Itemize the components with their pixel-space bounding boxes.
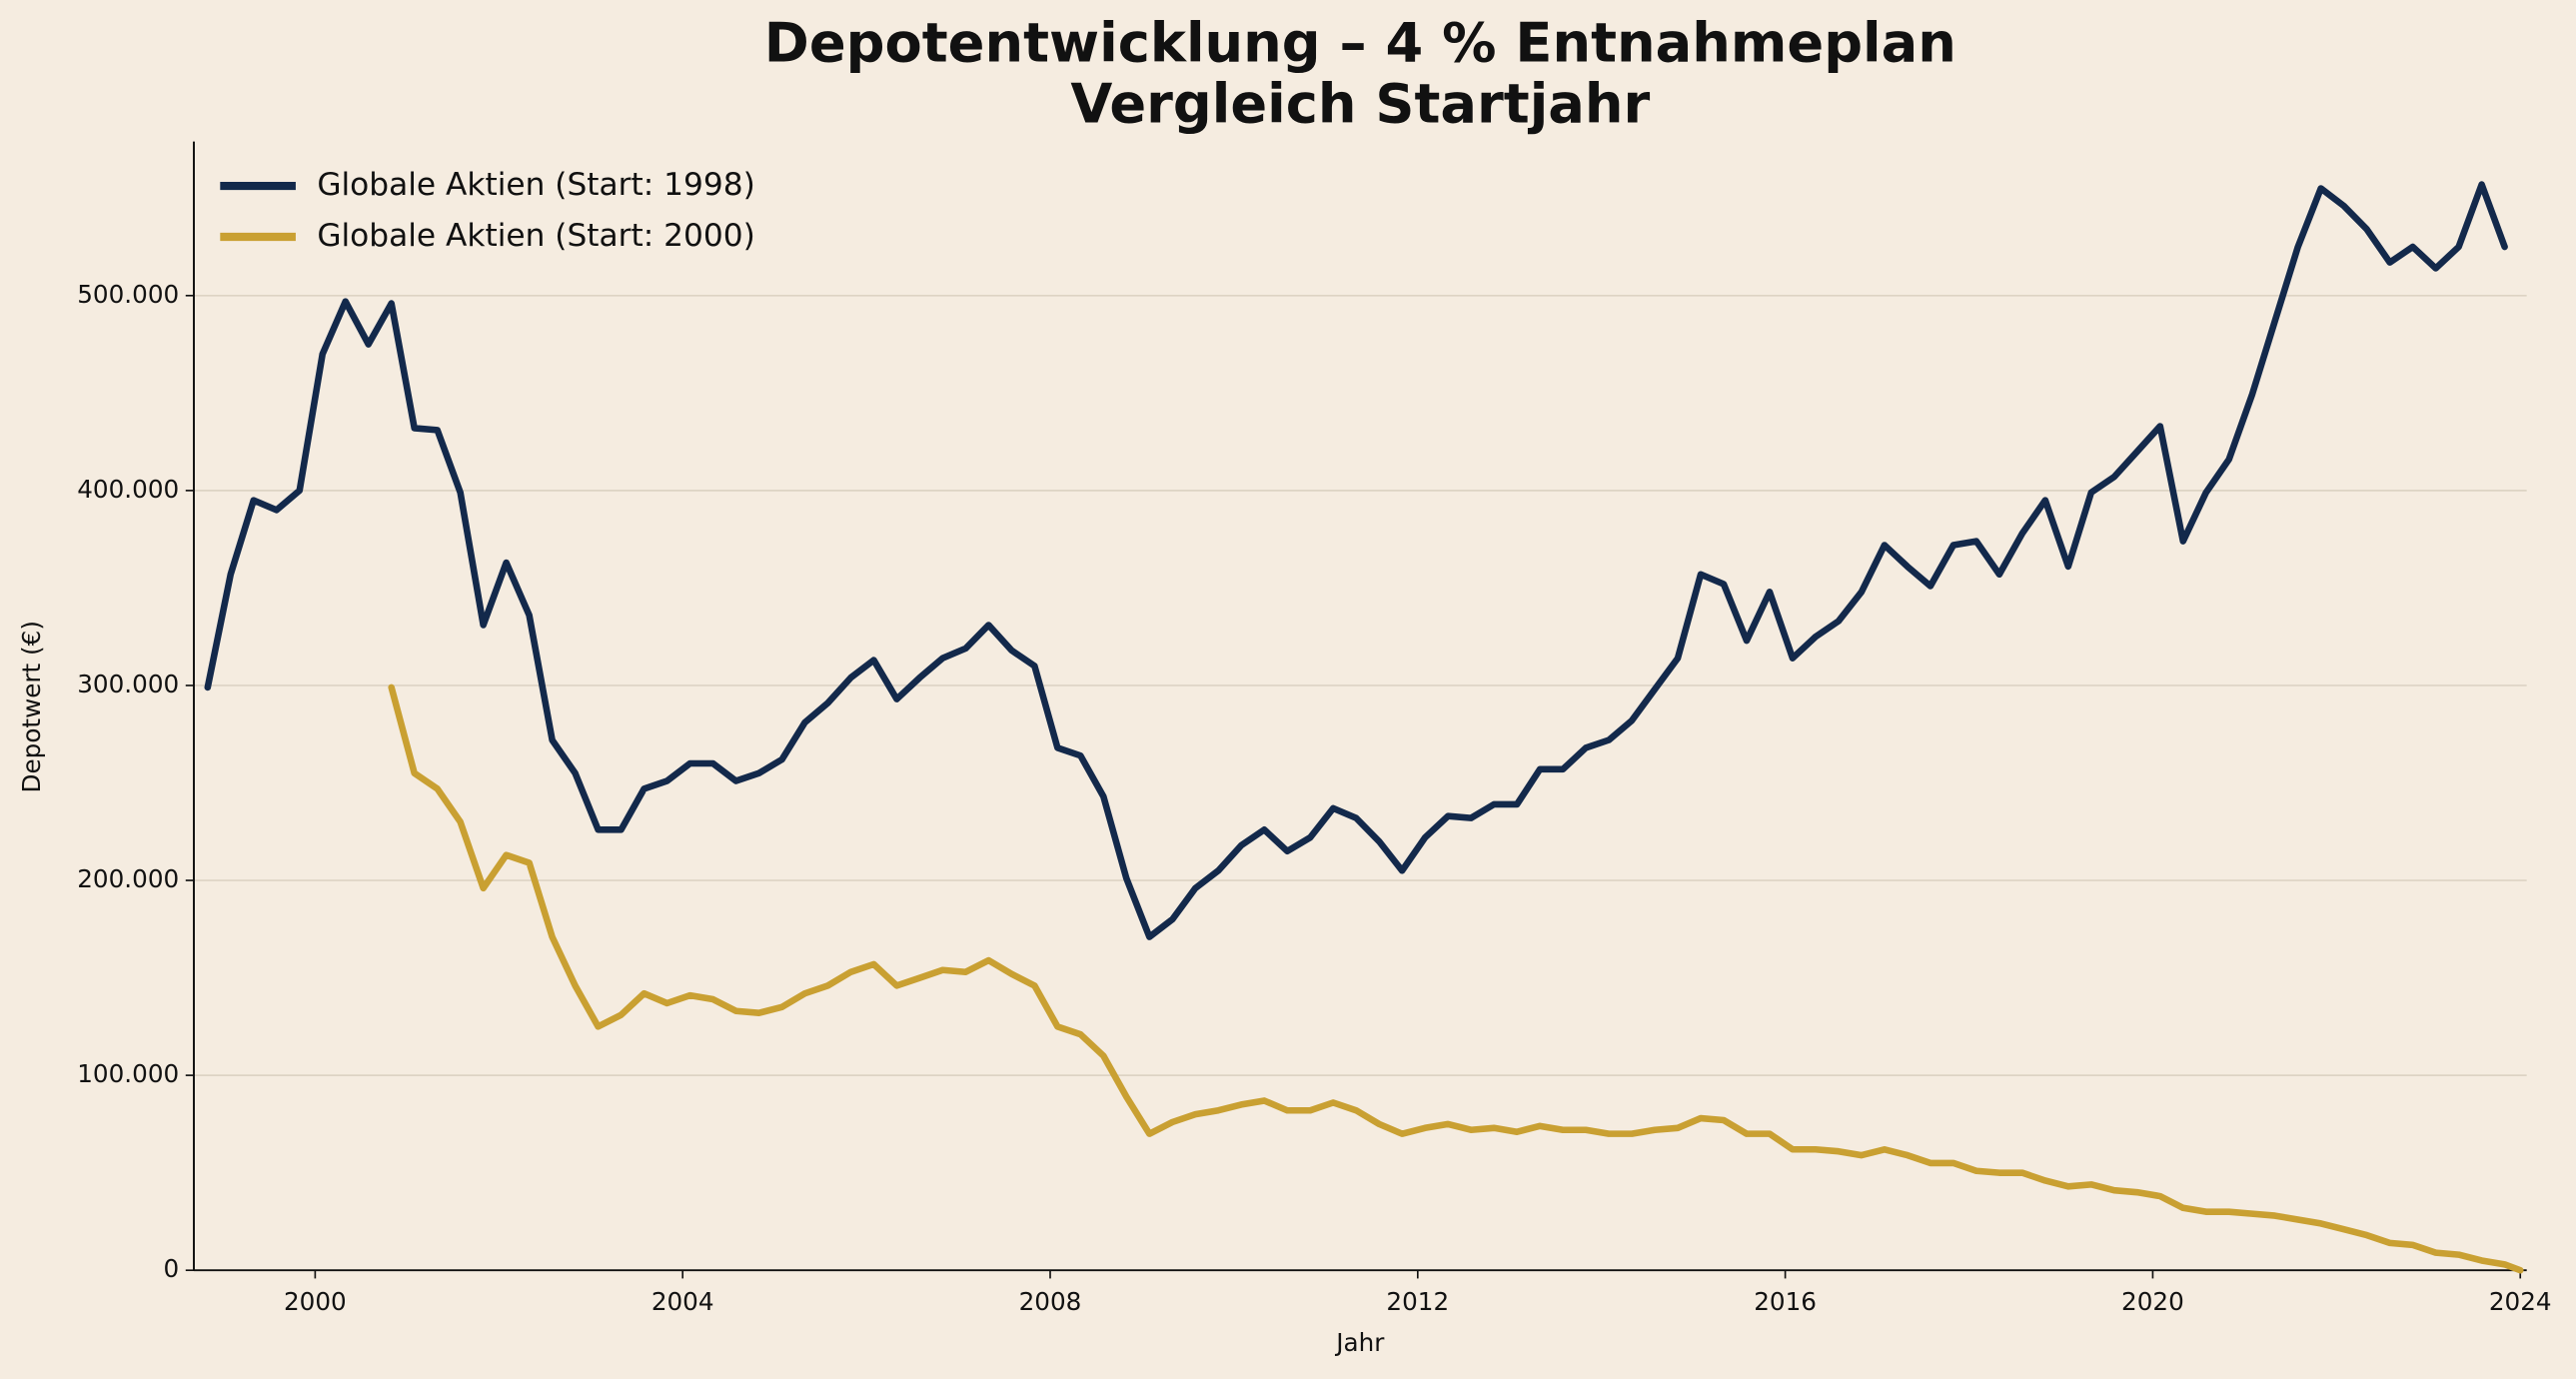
chart-subtitle: Vergleich Startjahr [1070,72,1650,135]
y-tick-label: 0 [164,1254,180,1283]
y-tick-label: 100.000 [77,1059,179,1088]
x-tick-label: 2000 [284,1287,347,1316]
y-tick-label: 300.000 [77,670,179,698]
x-tick-label: 2020 [2121,1287,2184,1316]
x-tick-label: 2024 [2489,1287,2552,1316]
legend-label: Globale Aktien (Start: 1998) [317,167,755,203]
x-tick-label: 2008 [1019,1287,1082,1316]
x-tick-label: 2004 [651,1287,714,1316]
y-tick-label: 400.000 [77,475,179,504]
x-tick-label: 2016 [1754,1287,1817,1316]
y-tick-label: 200.000 [77,864,179,893]
x-axis-label: Jahr [1334,1328,1385,1357]
y-axis-label: Depotwert (€) [17,621,46,792]
line-series [388,684,2524,1274]
x-tick-label: 2012 [1386,1287,1449,1316]
line-series [204,181,2508,940]
legend-label: Globale Aktien (Start: 2000) [317,218,755,254]
chart-title: Depotentwicklung – 4 % Entnahmeplan [764,11,1956,74]
y-tick-label: 500.000 [77,280,179,309]
